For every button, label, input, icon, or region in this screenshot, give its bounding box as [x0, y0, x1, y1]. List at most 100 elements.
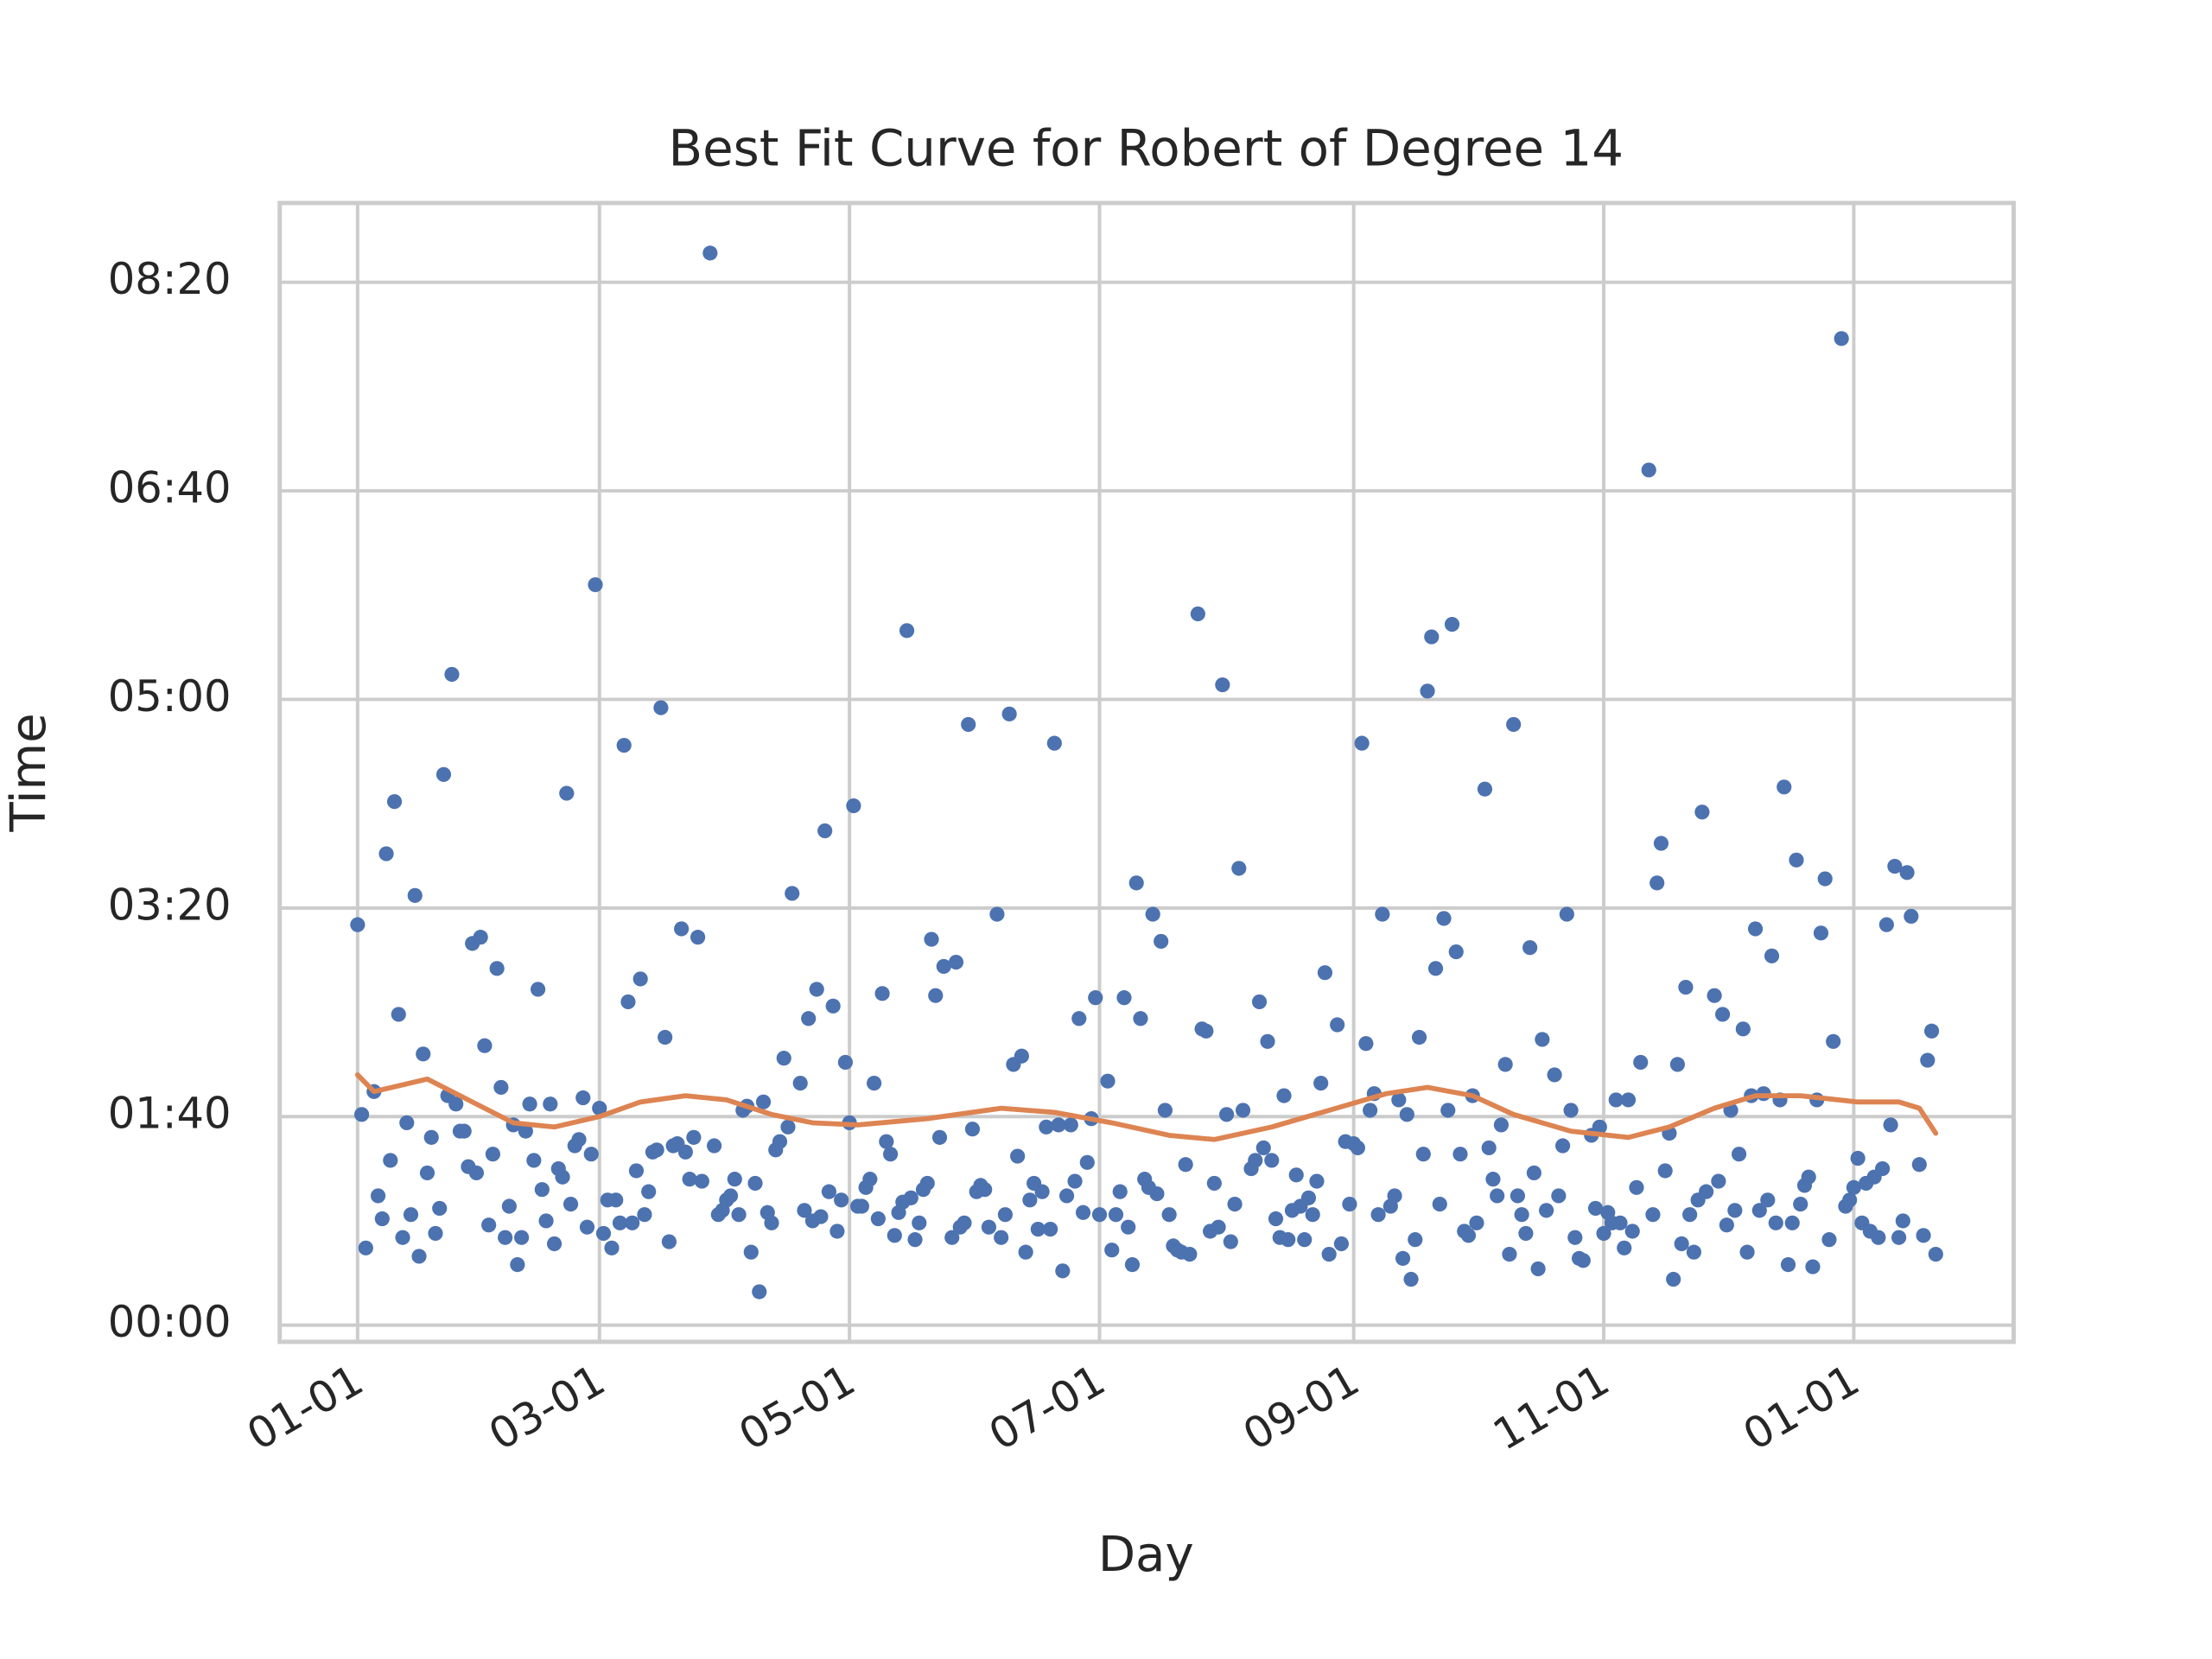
data-point [1460, 1228, 1477, 1243]
fit-curve [354, 1072, 1939, 1142]
data-point [1112, 1184, 1128, 1199]
data-point [1821, 1232, 1837, 1248]
data-point [625, 1215, 640, 1230]
data-point [1793, 1197, 1808, 1212]
data-point [411, 1249, 427, 1264]
data-point [485, 1147, 500, 1162]
data-point [493, 1079, 509, 1096]
data-point [1387, 1188, 1402, 1204]
data-point [1281, 1232, 1296, 1248]
x-axis-label: Day [1098, 1527, 1194, 1583]
data-point [1682, 1207, 1698, 1223]
data-point [604, 1240, 620, 1255]
data-point [1432, 1197, 1447, 1212]
data-point [588, 577, 603, 593]
data-point [1923, 1023, 1940, 1039]
data-point [1227, 1197, 1243, 1212]
data-point [1904, 908, 1919, 925]
data-point [1223, 1234, 1238, 1249]
data-point [481, 1217, 497, 1233]
data-point [1817, 871, 1833, 887]
data-point [1608, 1092, 1624, 1108]
data-point [944, 1230, 960, 1245]
data-point [997, 1207, 1013, 1223]
data-point [1231, 861, 1247, 876]
data-point [1248, 1153, 1263, 1168]
data-point [1567, 1230, 1583, 1245]
data-point [416, 1046, 431, 1062]
data-point [1133, 1011, 1148, 1027]
data-point [981, 1219, 997, 1235]
data-point [1075, 1205, 1091, 1220]
data-point [1375, 906, 1390, 922]
data-point [731, 1207, 747, 1223]
data-point [1497, 1057, 1513, 1072]
data-point [658, 1029, 673, 1046]
data-point [1731, 1147, 1747, 1162]
data-point [1554, 1138, 1571, 1154]
data-point [994, 1230, 1009, 1245]
data-point [801, 1011, 817, 1027]
data-point [649, 1142, 664, 1158]
data-point [575, 1090, 591, 1106]
data-point [1211, 1219, 1226, 1235]
data-point [595, 1225, 612, 1241]
data-point [1485, 1172, 1501, 1187]
data-point [1395, 1250, 1411, 1266]
data-point [1260, 1033, 1275, 1049]
data-point [1010, 1148, 1026, 1164]
data-point [518, 1123, 533, 1139]
data-point [641, 1184, 657, 1199]
data-point [825, 998, 841, 1014]
data-point [428, 1225, 443, 1241]
data-point [514, 1230, 530, 1245]
data-point [1399, 1107, 1414, 1122]
data-point [1206, 1175, 1222, 1192]
data-point [1747, 921, 1764, 937]
data-point [1666, 1271, 1681, 1287]
data-point [1719, 1217, 1734, 1233]
data-point [830, 1224, 845, 1239]
data-point [407, 887, 423, 903]
data-point [1777, 779, 1792, 795]
data-point [1297, 1232, 1313, 1248]
data-point [1891, 1230, 1907, 1245]
data-point [882, 1147, 899, 1162]
data-point [1871, 1230, 1886, 1245]
data-point [1624, 1224, 1640, 1239]
data-point [1313, 1076, 1329, 1091]
data-point [559, 785, 575, 801]
data-point [370, 1188, 386, 1204]
data-point [1268, 1211, 1284, 1227]
data-point [1001, 706, 1017, 721]
data-point [961, 716, 976, 733]
chart-title: Best Fit Curve for Robert of Degree 14 [668, 119, 1624, 178]
data-point [1657, 1163, 1673, 1179]
data-point [931, 1129, 948, 1145]
data-point [1887, 858, 1903, 874]
data-point [809, 982, 824, 997]
data-point [374, 1211, 390, 1227]
data-point [350, 917, 365, 932]
data-point [797, 1203, 812, 1218]
data-point [1190, 606, 1205, 622]
data-point [1530, 1261, 1546, 1277]
data-point [1846, 1179, 1861, 1195]
data-point [964, 1122, 981, 1137]
data-point [747, 1175, 763, 1192]
y-tick-label: 05:00 [108, 671, 232, 721]
data-point [612, 1215, 628, 1230]
data-point [1427, 961, 1444, 976]
data-point [1727, 1203, 1743, 1218]
data-point [1079, 1154, 1095, 1170]
data-point [1330, 1017, 1345, 1033]
data-point [817, 823, 833, 839]
data-point [1198, 1023, 1214, 1039]
data-point [1370, 1207, 1386, 1223]
data-point [1149, 1185, 1165, 1202]
data-point [1899, 865, 1915, 880]
data-point [1391, 1092, 1407, 1108]
data-point [1317, 965, 1333, 981]
data-point [1911, 1157, 1927, 1173]
data-point [1850, 1150, 1866, 1166]
